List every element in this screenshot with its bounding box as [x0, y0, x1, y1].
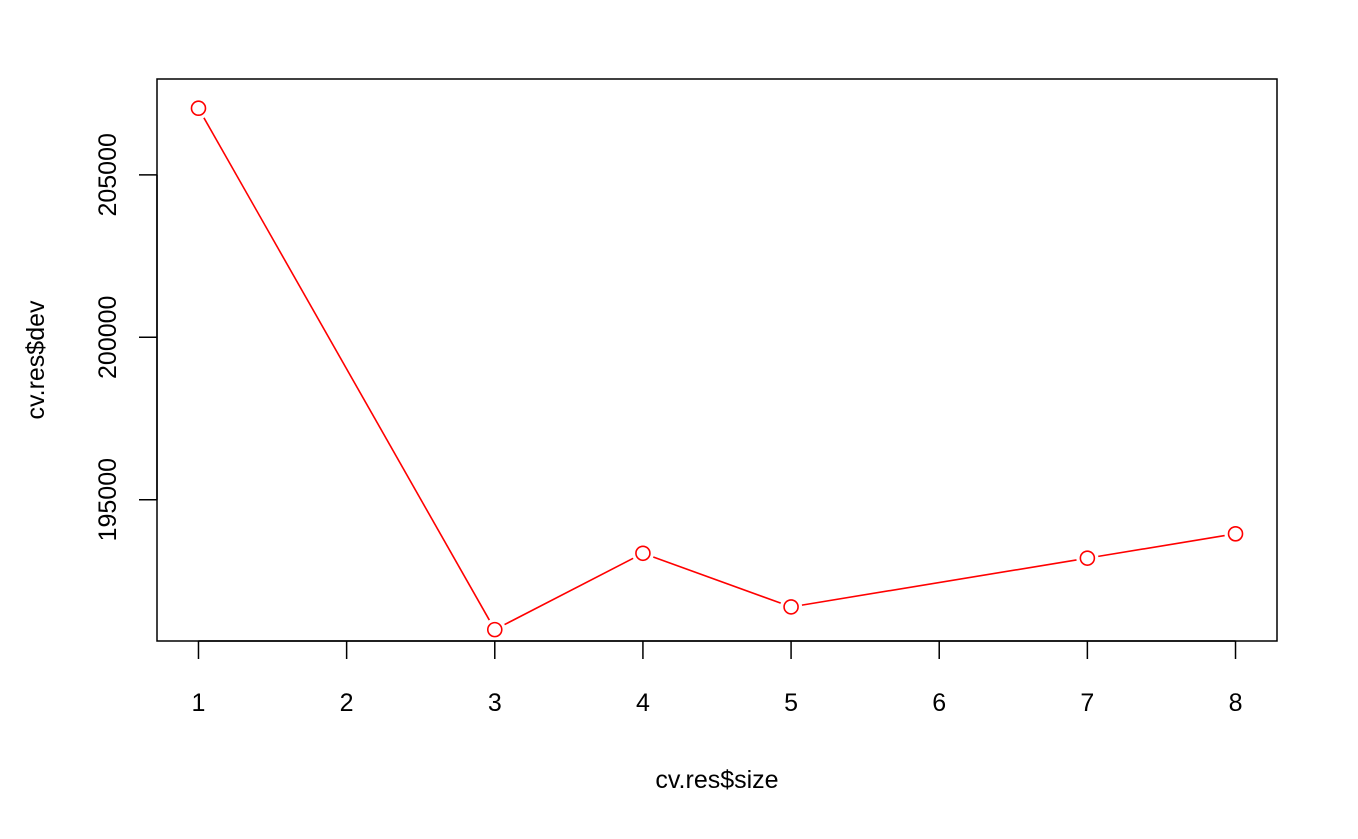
series-line-segment: [504, 557, 634, 626]
y-tick-label: 200000: [94, 296, 122, 379]
x-tick-label: 6: [932, 689, 946, 717]
y-tick-label: 195000: [94, 458, 122, 541]
y-axis: 195000 200000 205000: [94, 133, 158, 541]
data-point: [190, 100, 207, 117]
data-point: [783, 599, 799, 615]
data-point: [1079, 550, 1096, 566]
x-tick-label: 8: [1229, 689, 1243, 717]
x-tick-label: 2: [340, 689, 354, 717]
x-tick-label: 4: [636, 689, 650, 717]
data-point: [486, 621, 503, 638]
x-axis: 1 2 3 4 5 6 7 8: [192, 640, 1243, 717]
y-tick-label: 205000: [94, 133, 122, 216]
x-tick-label: 5: [784, 689, 798, 717]
x-tick-label: 3: [488, 689, 502, 717]
x-tick-label: 1: [192, 689, 206, 717]
x-tick-label: 7: [1080, 689, 1094, 717]
x-axis-label: cv.res$size: [655, 766, 778, 794]
series-line-segment: [203, 117, 491, 621]
series-line-segment: [801, 559, 1077, 606]
series-line-segment: [652, 556, 782, 604]
series-line-segment: [1098, 534, 1225, 558]
series-layer: [190, 100, 1244, 638]
data-point: [1227, 525, 1244, 542]
data-point: [635, 545, 651, 562]
plot-box: [156, 78, 1278, 642]
y-axis-label: cv.res$dev: [22, 300, 50, 420]
